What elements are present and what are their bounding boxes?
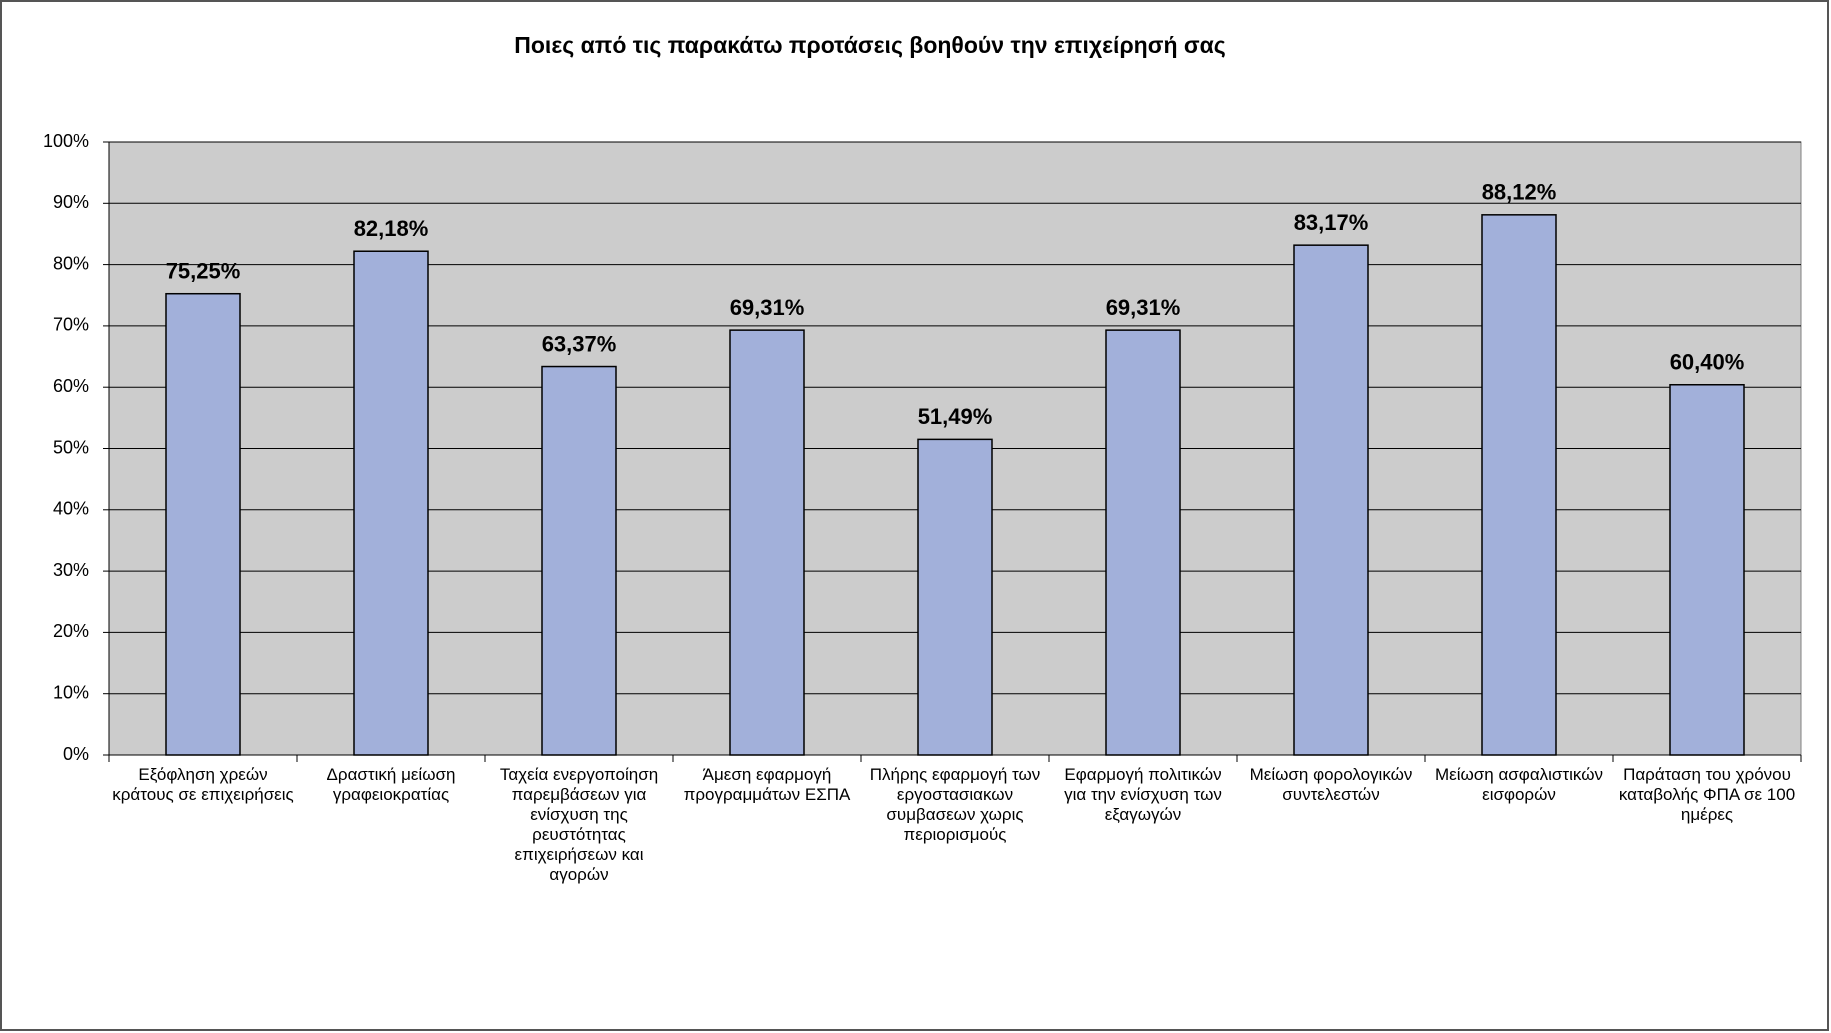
y-tick-label: 70%: [53, 315, 89, 335]
bar: [729, 329, 805, 756]
value-label: 60,40%: [1670, 350, 1745, 375]
y-tick-label: 10%: [53, 682, 89, 702]
value-label: 75,25%: [166, 259, 241, 284]
bar: [541, 365, 617, 756]
value-label: 63,37%: [542, 331, 617, 356]
bar: [165, 292, 241, 756]
y-tick-label: 20%: [53, 621, 89, 641]
x-tick-label: Ταχεία ενεργοποίηση παρεμβάσεων για ενίσ…: [499, 765, 659, 884]
bar: [353, 250, 429, 756]
y-tick-label: 90%: [53, 192, 89, 212]
value-label: 51,49%: [918, 404, 993, 429]
bar: [1481, 214, 1557, 756]
value-label: 82,18%: [354, 216, 429, 241]
x-tick-label: Πλήρης εφαρμογή των εργοστασιακων συμβασ…: [869, 765, 1041, 844]
x-tick-label: Παράταση του χρόνου καταβολής ΦΠΑ σε 100…: [1618, 765, 1796, 824]
bar: [1669, 383, 1745, 756]
bar: [917, 438, 993, 756]
y-tick-label: 0%: [63, 744, 89, 764]
y-tick-label: 30%: [53, 560, 89, 580]
value-label: 83,17%: [1294, 210, 1369, 235]
y-tick-label: 40%: [53, 499, 89, 519]
y-tick-label: 100%: [43, 131, 89, 151]
x-tick-label: Εξόφληση χρεών κράτους σε επιχειρήσεις: [112, 765, 294, 804]
bar: [1105, 329, 1181, 756]
value-label: 69,31%: [1106, 295, 1181, 320]
value-label: 69,31%: [730, 295, 805, 320]
bar: [1293, 244, 1369, 756]
value-label: 88,12%: [1482, 180, 1557, 205]
x-tick-label: Άμεση εφαρμογή προγραμμάτων ΕΣΠΑ: [683, 765, 851, 804]
x-tick-label: Μείωση ασφαλιστικών εισφορών: [1435, 765, 1603, 804]
y-tick-label: 60%: [53, 376, 89, 396]
y-tick-label: 50%: [53, 437, 89, 457]
x-tick-label: Μείωση φορολογικών συντελεστών: [1249, 765, 1413, 804]
x-tick-label: Δραστική μείωση γραφειοκρατίας: [326, 765, 456, 804]
x-tick-label: Εφαρμογή πολιτικών για την ενίσχυση των …: [1064, 765, 1222, 824]
chart-title: Ποιες από τις παρακάτω προτάσεις βοηθούν…: [514, 32, 1226, 58]
y-tick-label: 80%: [53, 253, 89, 273]
